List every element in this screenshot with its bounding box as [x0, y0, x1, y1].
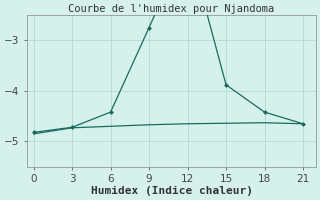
Title: Courbe de l'humidex pour Njandoma: Courbe de l'humidex pour Njandoma [68, 4, 275, 14]
X-axis label: Humidex (Indice chaleur): Humidex (Indice chaleur) [91, 186, 252, 196]
